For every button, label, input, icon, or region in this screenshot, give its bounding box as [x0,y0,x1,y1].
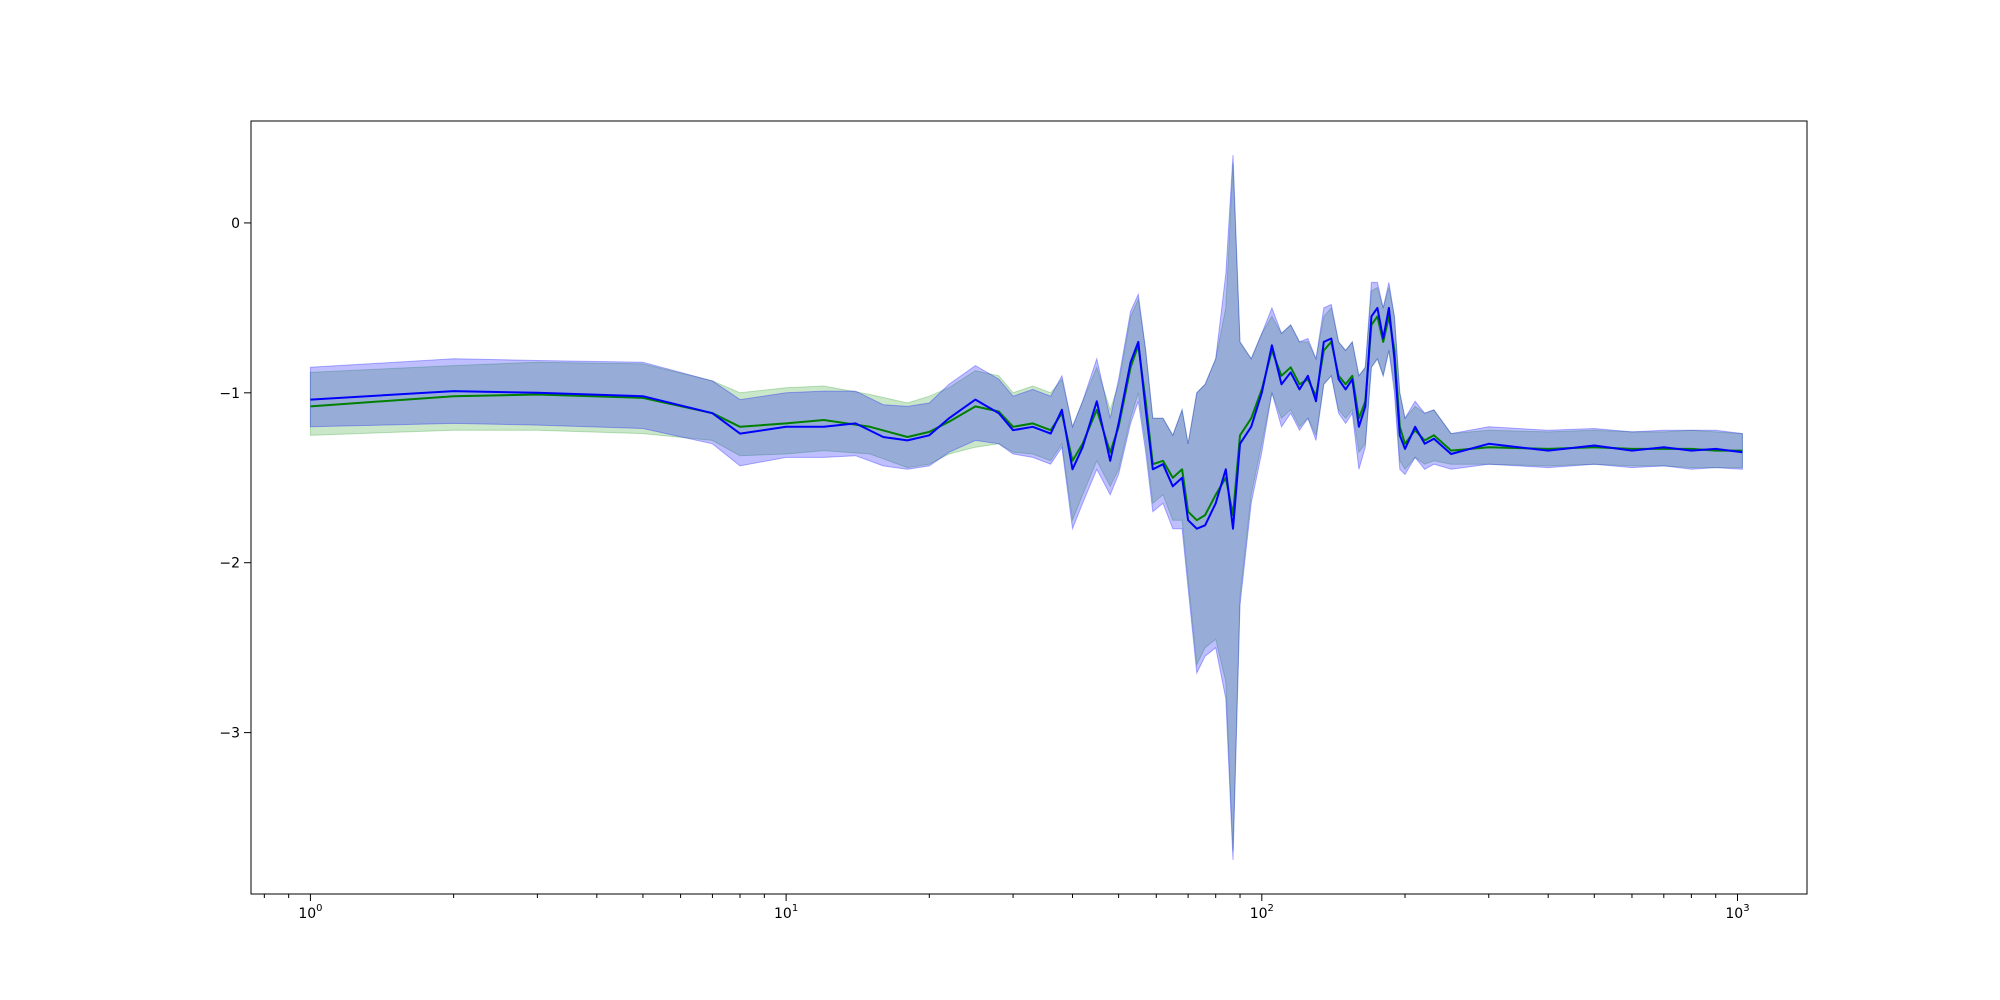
series-2-line [310,306,1743,530]
x-tick-label: 103 [1725,903,1749,922]
x-tick-label: 102 [1250,903,1274,922]
y-tick-label: 0 [231,216,240,232]
x-tick-label: 101 [774,903,798,922]
y-axis: 0 −1 −2 −3 [219,216,251,742]
y-tick-label: −2 [219,556,240,572]
y-tick-label: −1 [219,386,240,402]
y-tick-label: −3 [219,726,240,742]
x-axis: 100 101 102 103 [263,894,1750,922]
plot-area-frame [250,120,1808,895]
x-tick-label: 100 [298,903,322,922]
series-lines [310,306,1743,530]
